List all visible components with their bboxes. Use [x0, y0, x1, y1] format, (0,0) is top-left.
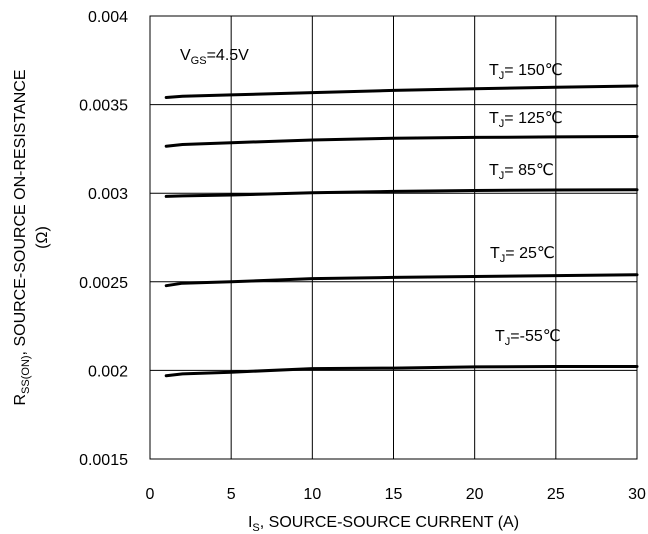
series-label: TJ=-55℃ — [495, 328, 561, 348]
x-tick-label: 15 — [385, 486, 403, 503]
x-tick-label: 5 — [227, 486, 236, 503]
x-tick-label: 30 — [628, 486, 646, 503]
y-tick-label: 0.002 — [88, 363, 128, 380]
y-tick-label: 0.0035 — [79, 98, 128, 115]
x-tick-label: 0 — [146, 486, 155, 503]
x-axis-title: IS, SOURCE-SOURCE CURRENT (A) — [248, 514, 519, 534]
y-tick-label: 0.004 — [88, 9, 128, 26]
x-tick-label: 25 — [547, 486, 565, 503]
y-tick-label: 0.0015 — [79, 452, 128, 469]
series-label: TJ= 25℃ — [490, 245, 555, 265]
y-axis-title-line1: RSS(ON), SOURCE-SOURCE ON-RESISTANCE — [12, 69, 32, 405]
y-axis-title: RSS(ON), SOURCE-SOURCE ON-RESISTANCE (Ω) — [12, 69, 51, 405]
grid — [150, 16, 637, 459]
series-line — [164, 188, 639, 198]
condition-annotation: VGS=4.5V — [180, 47, 249, 67]
series-labels: TJ= 150℃ TJ= 125℃ TJ= 85℃ TJ= 25℃ TJ=-55℃ — [489, 62, 563, 348]
y-tick-label: 0.003 — [88, 186, 128, 203]
x-tick-label: 20 — [466, 486, 484, 503]
plot-frame — [149, 15, 638, 460]
series-label: TJ= 125℃ — [489, 110, 563, 130]
series-label: TJ= 150℃ — [489, 62, 563, 82]
x-tick-label: 10 — [303, 486, 321, 503]
x-tick-labels: 0 5 10 15 20 25 30 — [146, 486, 646, 503]
y-tick-label: 0.0025 — [79, 275, 128, 292]
series-line — [164, 135, 639, 148]
series-label: TJ= 85℃ — [489, 162, 554, 182]
series-line — [164, 365, 639, 378]
series-layer — [164, 84, 639, 378]
y-axis-title-line2: (Ω) — [34, 226, 51, 249]
y-tick-labels: 0.0015 0.002 0.0025 0.003 0.0035 0.004 — [79, 9, 128, 469]
series-line — [164, 273, 639, 288]
series-line — [164, 84, 639, 99]
